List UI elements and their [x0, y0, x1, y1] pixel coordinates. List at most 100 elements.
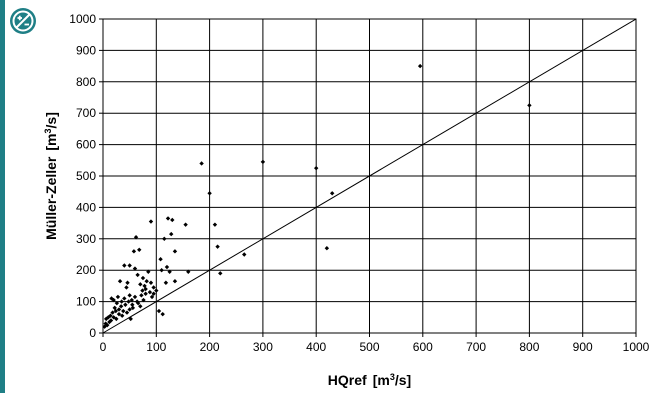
calculator-badge-icon [10, 8, 36, 34]
y-tick-label: 100 [76, 295, 96, 309]
data-point [212, 222, 218, 227]
data-point [132, 266, 138, 271]
data-point [137, 247, 142, 252]
data-point [119, 299, 124, 304]
data-point [111, 297, 116, 303]
x-axis-title: HQref [m3/s] [328, 372, 411, 388]
data-point [417, 63, 423, 69]
data-point [242, 252, 247, 257]
data-point [117, 278, 123, 284]
x-tick-label: 0 [100, 340, 107, 354]
data-point [215, 244, 220, 249]
data-point [165, 216, 171, 221]
y-tick-label: 700 [76, 106, 96, 120]
reference-line-1-to-1 [102, 18, 637, 334]
y-tick-label: 300 [76, 232, 96, 246]
data-point [140, 275, 146, 281]
data-point [110, 310, 115, 315]
data-point [123, 302, 128, 307]
x-tick-label: 400 [306, 340, 326, 354]
data-point [164, 264, 170, 270]
data-point [158, 257, 163, 262]
data-point [329, 191, 335, 196]
y-tick-label: 500 [76, 169, 96, 183]
data-points [102, 63, 532, 329]
data-point [183, 222, 188, 227]
y-tick-labels: 0 100 200 300 400 500 600 700 800 900 1000 [69, 12, 96, 340]
data-point [113, 308, 118, 314]
data-point [154, 288, 159, 293]
data-point [124, 310, 130, 315]
data-point [172, 249, 178, 254]
data-point [116, 307, 122, 312]
data-point [314, 165, 319, 171]
data-point [148, 219, 154, 224]
data-point [138, 282, 143, 287]
y-tick-label: 800 [76, 75, 96, 89]
data-point [126, 299, 131, 304]
data-point [139, 293, 144, 298]
data-point [132, 294, 138, 300]
data-point [133, 235, 139, 240]
data-point [159, 268, 164, 273]
y-axis-title: Müller-Zeller[m3/s] [43, 112, 59, 240]
data-point [127, 307, 132, 312]
data-point [151, 285, 156, 290]
data-point [169, 231, 174, 237]
data-point [151, 291, 156, 296]
data-point [127, 293, 132, 298]
data-point [163, 280, 169, 285]
data-point [186, 269, 191, 274]
data-point [102, 324, 107, 329]
x-tick-label: 900 [573, 340, 593, 354]
data-point [141, 297, 146, 303]
data-point [207, 191, 212, 196]
data-point [147, 289, 153, 295]
data-point [115, 294, 121, 300]
data-point [143, 286, 148, 292]
x-tick-label: 1000 [623, 340, 650, 354]
y-tick-label: 200 [76, 263, 96, 277]
y-tick-label: 600 [76, 138, 96, 152]
x-tick-label: 700 [466, 340, 486, 354]
data-point [116, 311, 122, 317]
data-point [130, 305, 136, 311]
x-tick-label: 300 [253, 340, 273, 354]
data-point [527, 103, 532, 108]
gridlines [99, 18, 637, 337]
data-point [149, 294, 155, 300]
y-tick-label: 900 [76, 43, 96, 57]
data-point [160, 311, 165, 317]
x-tick-label: 500 [359, 340, 379, 354]
data-point [125, 280, 130, 285]
data-point [148, 280, 154, 285]
data-point [144, 278, 149, 284]
plot-area-frame [102, 18, 637, 334]
data-point [127, 263, 132, 268]
data-point [130, 302, 135, 307]
data-point [129, 297, 134, 303]
data-point [260, 159, 266, 165]
data-point [122, 296, 127, 301]
data-point [108, 318, 114, 323]
data-point [135, 272, 140, 278]
y-tick-label: 400 [76, 200, 96, 214]
data-point [118, 304, 124, 309]
data-point [114, 316, 119, 322]
data-point [156, 308, 162, 314]
data-point [114, 300, 120, 306]
data-point [138, 304, 143, 309]
data-point [218, 271, 223, 276]
x-tick-label: 800 [519, 340, 539, 354]
x-tick-label: 600 [413, 340, 433, 354]
data-point [140, 288, 145, 293]
data-point [162, 236, 167, 241]
data-point [121, 308, 126, 314]
data-point [146, 269, 151, 274]
data-point [324, 246, 330, 251]
data-point [105, 322, 110, 328]
y-tick-label: 1000 [69, 12, 96, 26]
data-point [119, 313, 125, 318]
x-tick-label: 200 [200, 340, 220, 354]
